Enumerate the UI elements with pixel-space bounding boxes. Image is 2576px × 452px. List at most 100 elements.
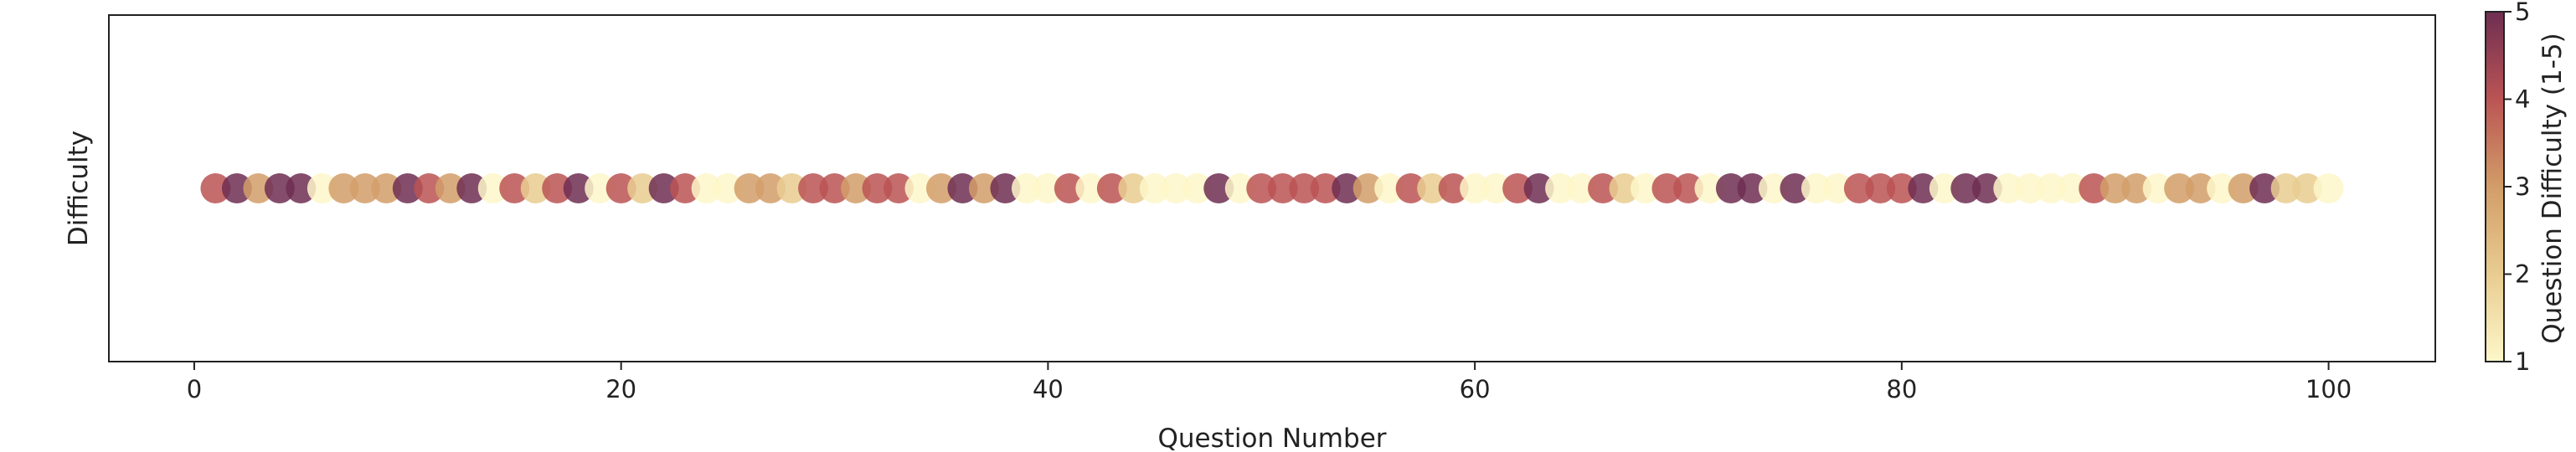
colorbar-label: Question Difficulty (1-5) [2537,33,2568,343]
data-point [2014,173,2045,203]
data-point [1332,173,1363,203]
colorbar-ticks: 1 2 3 4 5 [2504,0,2530,376]
data-point [371,173,402,203]
data-point [2099,173,2130,203]
data-point [1715,173,1746,203]
data-point [221,173,252,203]
data-point [1481,173,1512,203]
data-point [1096,173,1127,203]
data-point [798,173,829,203]
data-point [1971,173,2002,203]
data-point [1566,173,1597,203]
data-point [1737,173,1768,203]
data-point [1395,173,1426,203]
data-point [1865,173,1896,203]
data-point [1374,173,1405,203]
data-point [520,173,551,203]
data-point [734,173,765,203]
data-point [1780,173,1811,203]
data-point [1182,173,1213,203]
data-point [1438,173,1469,203]
data-point [691,173,722,203]
data-point [990,173,1021,203]
data-point [1224,173,1255,203]
data-point [414,173,445,203]
data-point [2313,173,2344,203]
data-point [1588,173,1619,203]
data-point [1929,173,1960,203]
data-point [2270,173,2301,203]
data-point [648,173,679,203]
data-point [1651,173,1682,203]
y-axis-label: Difficulty [64,131,94,246]
data-point [1843,173,1874,203]
x-ticks: 0 20 40 60 80 100 [187,362,2352,403]
data-point [1161,173,1192,203]
colorbar [2485,11,2505,362]
data-point [477,173,508,203]
data-point [1075,173,1106,203]
data-point [1203,173,1234,203]
data-point [1694,173,1725,203]
data-point [1908,173,1939,203]
data-point [1118,173,1149,203]
data-point [1289,173,1320,203]
colorbar-tick-label: 4 [2515,85,2530,114]
data-point [925,173,956,203]
x-tick-label: 40 [1033,375,1064,403]
data-point [713,173,744,203]
data-point [328,173,359,203]
data-point [1417,173,1448,203]
data-point [841,173,872,203]
data-point [499,173,530,203]
data-point [2036,173,2067,203]
data-point [1545,173,1576,203]
data-point [307,173,337,203]
data-point [243,173,274,203]
data-point [2185,173,2216,203]
x-tick-label: 20 [605,375,636,403]
x-axis-label: Question Number [1157,424,1386,452]
data-point [264,173,295,203]
data-point [1950,173,1981,203]
data-point [2057,173,2088,203]
x-tick-label: 80 [1886,375,1917,403]
data-point [776,173,807,203]
data-point [1246,173,1277,203]
data-point [585,173,616,203]
data-point [1054,173,1084,203]
data-point [1993,173,2024,203]
data-point [1033,173,1064,203]
data-point [819,173,850,203]
data-point [1672,173,1703,203]
data-point [755,173,786,203]
x-tick-label: 100 [2306,375,2352,403]
data-point [349,173,380,203]
data-point [2079,173,2110,203]
data-point [605,173,636,203]
colorbar-tick-label: 1 [2515,347,2530,376]
data-point [1758,173,1789,203]
data-point [2249,173,2280,203]
data-point [1502,173,1533,203]
points-layer [200,173,2344,203]
data-point [1886,173,1917,203]
data-point [435,173,466,203]
data-point [2121,173,2152,203]
data-point [627,173,658,203]
data-point [286,173,317,203]
data-point [1609,173,1640,203]
colorbar-tick-label: 3 [2515,172,2530,201]
data-point [2164,173,2195,203]
data-point [1011,173,1042,203]
data-point [904,173,935,203]
data-point [456,173,487,203]
data-point [862,173,893,203]
colorbar-tick-label: 5 [2515,0,2530,26]
data-point [947,173,978,203]
data-point [392,173,423,203]
data-point [883,173,914,203]
data-point [542,173,573,203]
data-point [1310,173,1341,203]
